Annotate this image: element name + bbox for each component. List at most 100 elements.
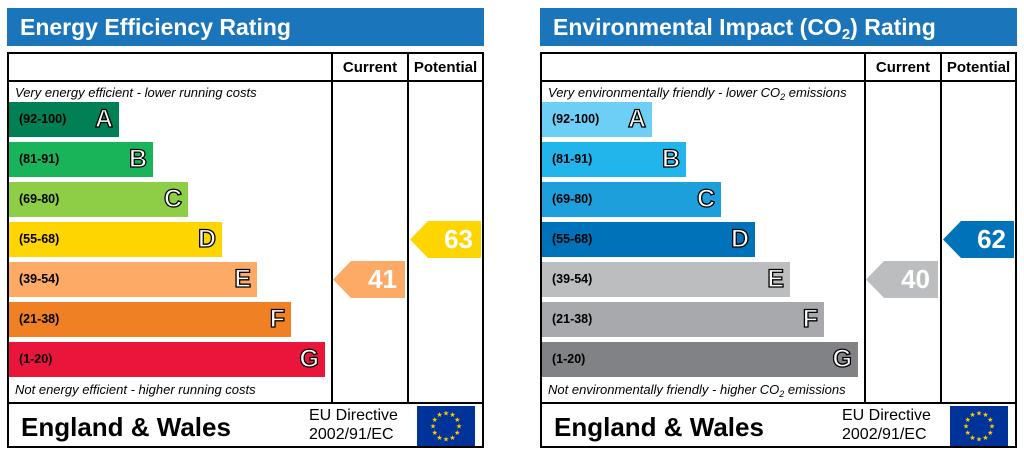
- band-range: (69-80): [19, 192, 60, 206]
- band-letter: F: [802, 304, 819, 333]
- band-b-bar: (81-91) B: [542, 142, 686, 177]
- top-note: Very energy efficient - lower running co…: [15, 85, 257, 100]
- current-rating-value: 40: [901, 264, 930, 294]
- band-range: (69-80): [552, 192, 593, 206]
- band-c-bar: (69-80) C: [542, 182, 721, 217]
- band-letter: D: [197, 224, 216, 253]
- eu-star-icon: ★: [430, 423, 436, 431]
- divider: [542, 402, 1015, 404]
- divider: [407, 54, 409, 404]
- band-letter: G: [832, 344, 853, 373]
- eu-star-icon: ★: [982, 434, 988, 442]
- energy-efficiency-panel: Energy Efficiency Rating Current Potenti…: [7, 8, 484, 448]
- current-rating-arrow: 41: [333, 261, 405, 298]
- band-letter: D: [730, 224, 749, 253]
- band-range: (92-100): [552, 112, 600, 126]
- current-rating-value: 41: [368, 264, 397, 294]
- eu-star-icon: ★: [454, 429, 460, 437]
- eu-star-icon: ★: [965, 416, 971, 424]
- footer-directive: EU Directive 2002/91/EC: [842, 407, 931, 443]
- eu-star-icon: ★: [432, 416, 438, 424]
- potential-rating-value: 63: [444, 224, 473, 254]
- band-range: (21-38): [19, 312, 60, 326]
- band-e-bar: (39-54) E: [542, 262, 790, 297]
- footer-country: England & Wales: [554, 412, 764, 442]
- band-a-bar: (92-100) A: [542, 102, 652, 137]
- potential-rating-arrow: 63: [410, 221, 481, 258]
- band-d-bar: (55-68) D: [9, 222, 222, 257]
- eu-star-icon: ★: [969, 434, 975, 442]
- band-range: (39-54): [19, 272, 60, 286]
- band-letter: B: [128, 144, 147, 173]
- environmental-impact-panel: Environmental Impact (CO2) Rating Curren…: [540, 8, 1017, 448]
- panel-title: Energy Efficiency Rating: [7, 8, 484, 46]
- band-range: (21-38): [552, 312, 593, 326]
- eu-star-icon: ★: [432, 429, 438, 437]
- potential-column-header: Potential: [413, 59, 478, 76]
- band-f-bar: (21-38) F: [9, 302, 291, 337]
- current-column-header: Current: [875, 59, 931, 76]
- potential-rating-arrow: 62: [943, 221, 1014, 258]
- band-letter: F: [269, 304, 286, 333]
- eu-star-icon: ★: [436, 434, 442, 442]
- band-e-bar: (39-54) E: [9, 262, 257, 297]
- band-letter: A: [627, 104, 646, 133]
- eu-flag-icon: ★ ★★★★★★★★★★★: [417, 406, 475, 446]
- eu-star-icon: ★: [449, 434, 455, 442]
- eu-star-icon: ★: [443, 410, 449, 418]
- eu-star-icon: ★: [963, 423, 969, 431]
- potential-column-header: Potential: [946, 59, 1011, 76]
- band-g-bar: (1-20) G: [542, 342, 858, 377]
- band-letter: G: [299, 344, 320, 373]
- eu-star-icon: ★: [965, 429, 971, 437]
- band-c-bar: (69-80) C: [9, 182, 188, 217]
- band-a-bar: (92-100) A: [9, 102, 119, 137]
- band-range: (1-20): [19, 352, 53, 366]
- footer-directive: EU Directive 2002/91/EC: [309, 407, 398, 443]
- eu-star-icon: ★: [436, 411, 442, 419]
- potential-rating-value: 62: [977, 224, 1006, 254]
- band-letter: A: [94, 104, 113, 133]
- band-letter: C: [163, 184, 182, 213]
- divider: [864, 54, 866, 404]
- eu-star-icon: ★: [454, 416, 460, 424]
- band-range: (81-91): [552, 152, 593, 166]
- divider: [331, 54, 333, 404]
- band-range: (1-20): [552, 352, 586, 366]
- eu-star-icon: ★: [987, 429, 993, 437]
- band-d-bar: (55-68) D: [542, 222, 755, 257]
- eu-star-icon: ★: [989, 423, 995, 431]
- footer-country: England & Wales: [21, 412, 231, 442]
- band-range: (55-68): [19, 232, 60, 246]
- band-b-bar: (81-91) B: [9, 142, 153, 177]
- band-f-bar: (21-38) F: [542, 302, 824, 337]
- top-note: Very environmentally friendly - lower CO…: [548, 85, 847, 102]
- current-column-header: Current: [342, 59, 398, 76]
- eu-star-icon: ★: [449, 411, 455, 419]
- band-letter: B: [661, 144, 680, 173]
- eu-star-icon: ★: [987, 416, 993, 424]
- eu-star-icon: ★: [976, 436, 982, 444]
- current-rating-arrow: 40: [866, 261, 938, 298]
- band-letter: E: [234, 264, 252, 293]
- eu-star-icon: ★: [969, 411, 975, 419]
- eu-star-icon: ★: [982, 411, 988, 419]
- eu-star-icon: ★: [443, 436, 449, 444]
- eu-flag-icon: ★ ★★★★★★★★★★★: [950, 406, 1008, 446]
- band-letter: C: [696, 184, 715, 213]
- band-range: (92-100): [19, 112, 67, 126]
- band-letter: E: [767, 264, 785, 293]
- divider: [9, 402, 482, 404]
- rating-table: Current Potential Very energy efficient …: [7, 52, 484, 448]
- band-range: (81-91): [19, 152, 60, 166]
- divider: [542, 80, 1015, 82]
- bottom-note: Not energy efficient - higher running co…: [15, 382, 256, 397]
- eu-star-icon: ★: [456, 423, 462, 431]
- band-g-bar: (1-20) G: [9, 342, 325, 377]
- band-range: (55-68): [552, 232, 593, 246]
- divider: [940, 54, 942, 404]
- rating-table: Current Potential Very environmentally f…: [540, 52, 1017, 448]
- panel-title: Environmental Impact (CO2) Rating: [540, 8, 1017, 46]
- divider: [9, 80, 482, 82]
- bottom-note: Not environmentally friendly - higher CO…: [548, 382, 846, 399]
